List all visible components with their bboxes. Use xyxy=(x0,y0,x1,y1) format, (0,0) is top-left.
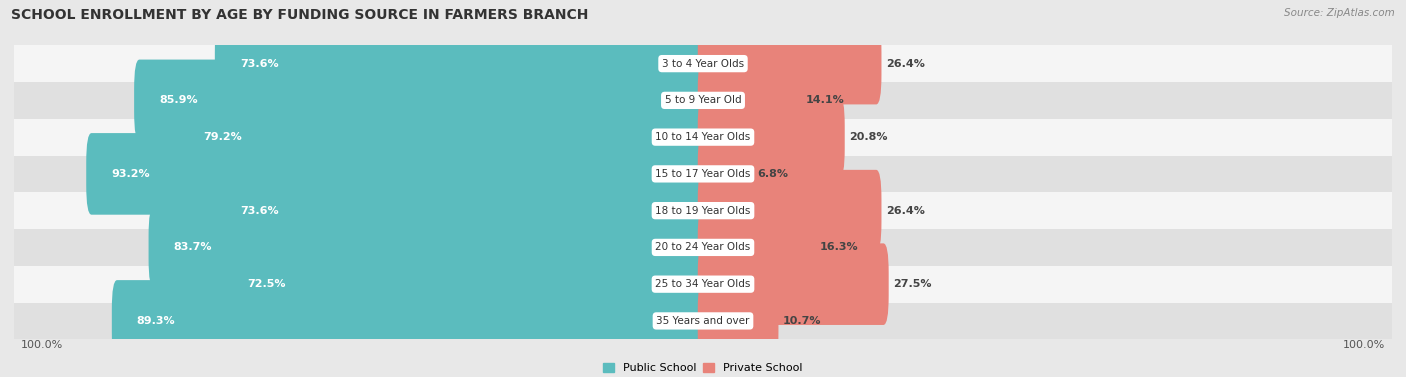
FancyBboxPatch shape xyxy=(14,82,1392,119)
Text: 26.4%: 26.4% xyxy=(886,58,925,69)
Text: 14.1%: 14.1% xyxy=(806,95,844,106)
Text: 72.5%: 72.5% xyxy=(247,279,285,289)
Legend: Public School, Private School: Public School, Private School xyxy=(599,359,807,377)
Text: 26.4%: 26.4% xyxy=(886,205,925,216)
FancyBboxPatch shape xyxy=(697,97,845,178)
FancyBboxPatch shape xyxy=(179,97,709,178)
Text: 73.6%: 73.6% xyxy=(240,58,278,69)
FancyBboxPatch shape xyxy=(697,244,889,325)
Text: 89.3%: 89.3% xyxy=(136,316,176,326)
Text: 100.0%: 100.0% xyxy=(21,340,63,350)
Text: SCHOOL ENROLLMENT BY AGE BY FUNDING SOURCE IN FARMERS BRANCH: SCHOOL ENROLLMENT BY AGE BY FUNDING SOUR… xyxy=(11,8,589,21)
FancyBboxPatch shape xyxy=(697,133,752,215)
FancyBboxPatch shape xyxy=(14,266,1392,302)
FancyBboxPatch shape xyxy=(14,156,1392,192)
Text: 5 to 9 Year Old: 5 to 9 Year Old xyxy=(665,95,741,106)
FancyBboxPatch shape xyxy=(14,302,1392,339)
FancyBboxPatch shape xyxy=(149,207,709,288)
Text: 15 to 17 Year Olds: 15 to 17 Year Olds xyxy=(655,169,751,179)
FancyBboxPatch shape xyxy=(14,45,1392,82)
FancyBboxPatch shape xyxy=(215,23,709,104)
FancyBboxPatch shape xyxy=(697,280,779,362)
Text: 93.2%: 93.2% xyxy=(111,169,150,179)
FancyBboxPatch shape xyxy=(697,207,815,288)
Text: 27.5%: 27.5% xyxy=(893,279,932,289)
Text: 16.3%: 16.3% xyxy=(820,242,859,253)
FancyBboxPatch shape xyxy=(134,60,709,141)
FancyBboxPatch shape xyxy=(697,23,882,104)
Text: 25 to 34 Year Olds: 25 to 34 Year Olds xyxy=(655,279,751,289)
Text: 20.8%: 20.8% xyxy=(849,132,887,142)
Text: 35 Years and over: 35 Years and over xyxy=(657,316,749,326)
FancyBboxPatch shape xyxy=(14,229,1392,266)
Text: 3 to 4 Year Olds: 3 to 4 Year Olds xyxy=(662,58,744,69)
FancyBboxPatch shape xyxy=(112,280,709,362)
FancyBboxPatch shape xyxy=(697,60,801,141)
Text: 18 to 19 Year Olds: 18 to 19 Year Olds xyxy=(655,205,751,216)
FancyBboxPatch shape xyxy=(222,244,709,325)
Text: 85.9%: 85.9% xyxy=(159,95,198,106)
FancyBboxPatch shape xyxy=(14,119,1392,156)
FancyBboxPatch shape xyxy=(697,170,882,251)
Text: 6.8%: 6.8% xyxy=(758,169,789,179)
FancyBboxPatch shape xyxy=(215,170,709,251)
Text: 10 to 14 Year Olds: 10 to 14 Year Olds xyxy=(655,132,751,142)
FancyBboxPatch shape xyxy=(86,133,709,215)
Text: 83.7%: 83.7% xyxy=(173,242,212,253)
Text: 20 to 24 Year Olds: 20 to 24 Year Olds xyxy=(655,242,751,253)
Text: 79.2%: 79.2% xyxy=(202,132,242,142)
Text: Source: ZipAtlas.com: Source: ZipAtlas.com xyxy=(1284,8,1395,18)
Text: 73.6%: 73.6% xyxy=(240,205,278,216)
Text: 100.0%: 100.0% xyxy=(1343,340,1385,350)
Text: 10.7%: 10.7% xyxy=(783,316,821,326)
FancyBboxPatch shape xyxy=(14,192,1392,229)
